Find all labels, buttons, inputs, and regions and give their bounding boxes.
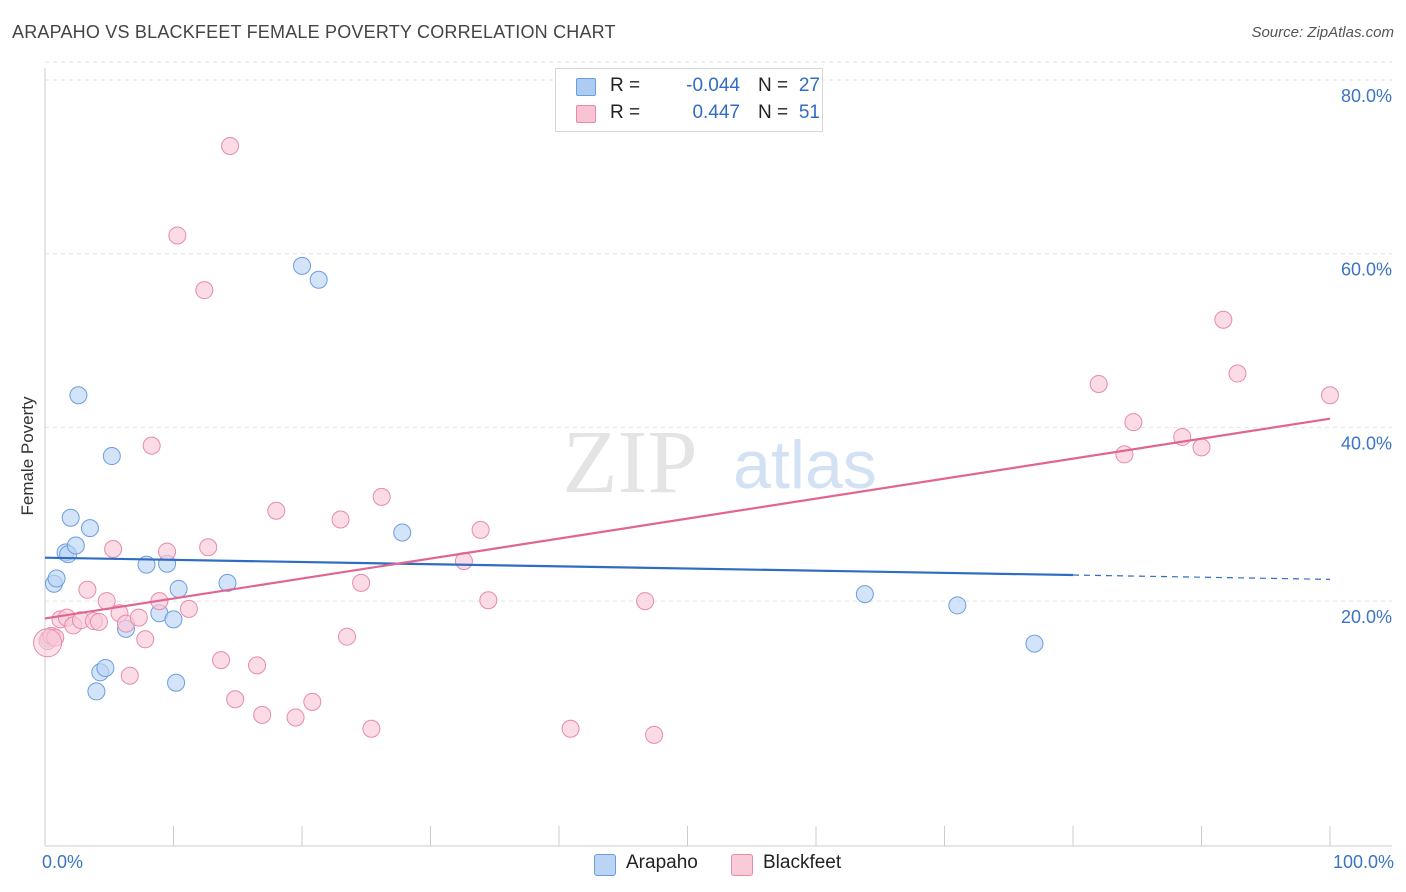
y-tick-label: 60.0%: [1341, 260, 1392, 280]
arapaho-point: [309, 270, 328, 289]
blackfeet-point-cluster: [33, 628, 63, 658]
arapaho-trend-extension: [1072, 574, 1331, 580]
blackfeet-point: [142, 436, 161, 455]
blackfeet-point: [1228, 364, 1247, 383]
arapaho-point: [164, 610, 183, 629]
blackfeet-legend-swatch: [731, 854, 753, 876]
blackfeet-point: [1321, 386, 1339, 405]
blackfeet-point: [1115, 445, 1134, 464]
arapaho-point: [96, 658, 115, 677]
source-label: Source: ZipAtlas.com: [1251, 24, 1394, 41]
blackfeet-point: [561, 719, 580, 738]
arapaho-point: [66, 536, 85, 555]
blackfeet-point: [221, 137, 240, 156]
y-tick-label: 80.0%: [1341, 86, 1392, 106]
blackfeet-point: [1214, 310, 1233, 329]
watermark: ZIP atlas: [563, 413, 877, 512]
blackfeet-point: [212, 651, 231, 670]
trend-lines: [44, 417, 1331, 620]
y-axis-label: Female Poverty: [18, 396, 37, 516]
arapaho-point: [855, 585, 874, 604]
arapaho-point: [1025, 634, 1044, 653]
chart-title: ARAPAHO VS BLACKFEET FEMALE POVERTY CORR…: [12, 22, 616, 42]
legend-label: Blackfeet: [763, 852, 842, 873]
y-tick-labels: 20.0% 40.0% 60.0% 80.0%: [1341, 86, 1392, 627]
blackfeet-point: [158, 542, 177, 561]
arapaho-point: [80, 519, 99, 538]
arapaho-point: [393, 523, 412, 542]
blackfeet-point: [479, 591, 498, 610]
blackfeet-point: [104, 539, 123, 558]
blackfeet-point: [267, 501, 286, 520]
blackfeet-point: [331, 510, 350, 529]
arapaho-point: [169, 579, 188, 598]
blackfeet-point: [195, 281, 214, 300]
grid-lines: [45, 61, 1392, 602]
blackfeet-point: [129, 608, 148, 627]
axes: [44, 68, 1392, 847]
blackfeet-point: [645, 725, 664, 744]
blackfeet-point: [136, 630, 155, 649]
arapaho-point: [69, 386, 88, 405]
arapaho-point: [102, 447, 121, 466]
legend-label: Arapaho: [626, 852, 698, 873]
blackfeet-point: [337, 627, 356, 646]
arapaho-point: [948, 596, 967, 615]
n-value: 51: [798, 102, 820, 123]
blackfeet-point: [120, 666, 139, 685]
arapaho-point: [218, 573, 237, 592]
blackfeet-point: [636, 592, 655, 611]
blackfeet-point: [89, 612, 108, 631]
blackfeet-point: [1089, 374, 1108, 393]
y-tick-label: 40.0%: [1341, 433, 1392, 453]
blackfeet-point: [253, 705, 272, 724]
blackfeet-point: [248, 656, 267, 675]
arapaho-point: [167, 673, 186, 692]
blackfeet-point: [372, 487, 391, 506]
n-value: 27: [798, 75, 820, 96]
r-value: -0.044: [686, 75, 740, 96]
blackfeet-swatch: [576, 105, 596, 123]
blackfeet-point: [471, 520, 490, 539]
r-label: R =: [610, 102, 641, 123]
arapaho-point: [87, 682, 106, 701]
blackfeet-point: [78, 580, 97, 599]
r-value: 0.447: [692, 102, 740, 123]
blackfeet-point: [1124, 413, 1143, 432]
blackfeet-point: [362, 719, 381, 738]
blackfeet-point: [226, 690, 245, 709]
x-axis-max-label: 100.0%: [1332, 852, 1394, 872]
arapaho-swatch: [576, 78, 596, 96]
watermark-atlas: atlas: [733, 427, 877, 503]
arapaho-point: [293, 256, 311, 275]
blackfeet-point: [199, 538, 218, 557]
blackfeet-point: [168, 226, 187, 245]
r-label: R =: [610, 75, 641, 96]
arapaho-legend-swatch: [594, 854, 616, 876]
arapaho-point: [61, 508, 80, 527]
n-label: N =: [758, 102, 789, 123]
blackfeet-point: [303, 692, 322, 711]
arapaho-point: [47, 569, 66, 588]
arapaho-trend-line: [44, 556, 1074, 577]
n-label: N =: [758, 75, 789, 96]
x-axis-min-label: 0.0%: [42, 852, 84, 872]
blackfeet-trend-line: [44, 417, 1331, 620]
stats-box: R = -0.044 N = 27 R = 0.447 N = 51: [555, 68, 823, 132]
blackfeet-point: [352, 573, 371, 592]
blackfeet-point: [1192, 438, 1211, 457]
blackfeet-point: [286, 708, 305, 727]
watermark-zip: ZIP: [563, 413, 698, 512]
blackfeet-point: [179, 599, 198, 618]
y-tick-label: 20.0%: [1341, 607, 1392, 627]
